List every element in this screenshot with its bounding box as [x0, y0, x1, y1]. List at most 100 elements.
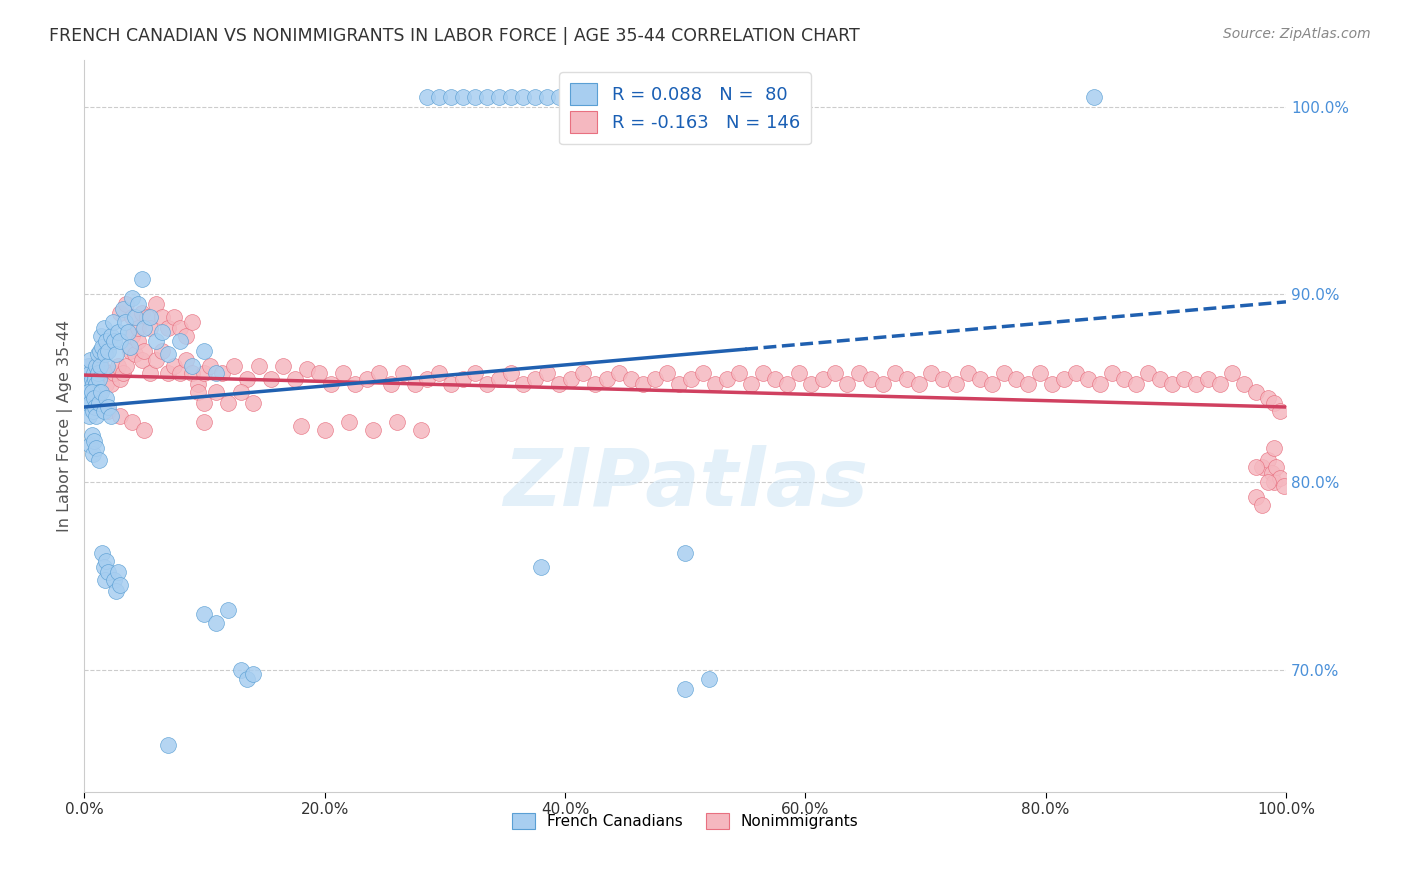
- Point: [93, 573, 115, 587]
- Point: [181, 316, 204, 330]
- Point: [169, 334, 191, 349]
- Point: [110, 409, 132, 424]
- Point: [176, 328, 198, 343]
- Point: [127, 296, 149, 310]
- Point: [872, 377, 894, 392]
- Point: [77, 384, 100, 399]
- Point: [134, 343, 156, 358]
- Point: [1268, 471, 1291, 485]
- Point: [103, 366, 125, 380]
- Point: [1257, 391, 1279, 405]
- Point: [1197, 372, 1219, 386]
- Y-axis label: In Labor Force | Age 35-44: In Labor Force | Age 35-44: [58, 319, 73, 532]
- Point: [145, 334, 167, 349]
- Point: [1257, 452, 1279, 467]
- Point: [728, 366, 751, 380]
- Point: [97, 400, 120, 414]
- Point: [152, 310, 174, 324]
- Point: [157, 321, 180, 335]
- Point: [343, 377, 366, 392]
- Point: [93, 347, 115, 361]
- Point: [908, 377, 931, 392]
- Point: [86, 347, 108, 361]
- Point: [716, 372, 738, 386]
- Point: [980, 377, 1002, 392]
- Point: [100, 328, 122, 343]
- Point: [837, 377, 859, 392]
- Point: [84, 400, 107, 414]
- Point: [77, 384, 100, 399]
- Point: [1040, 377, 1063, 392]
- Point: [704, 377, 727, 392]
- Point: [107, 325, 129, 339]
- Point: [1173, 372, 1195, 386]
- Point: [681, 372, 703, 386]
- Point: [523, 90, 546, 104]
- Point: [110, 372, 132, 386]
- Point: [499, 90, 522, 104]
- Point: [512, 90, 534, 104]
- Point: [499, 366, 522, 380]
- Point: [813, 372, 835, 386]
- Point: [945, 377, 967, 392]
- Point: [271, 359, 294, 373]
- Point: [367, 366, 389, 380]
- Point: [80, 372, 103, 386]
- Point: [1263, 475, 1285, 489]
- Point: [97, 366, 120, 380]
- Point: [87, 396, 110, 410]
- Point: [308, 366, 330, 380]
- Point: [290, 418, 312, 433]
- Point: [187, 384, 209, 399]
- Point: [1160, 377, 1182, 392]
- Point: [86, 366, 108, 380]
- Point: [169, 321, 191, 335]
- Point: [135, 310, 157, 324]
- Point: [451, 372, 474, 386]
- Point: [89, 343, 111, 358]
- Point: [193, 366, 215, 380]
- Point: [218, 396, 240, 410]
- Point: [523, 372, 546, 386]
- Point: [211, 366, 233, 380]
- Point: [157, 347, 180, 361]
- Point: [464, 90, 486, 104]
- Point: [139, 321, 162, 335]
- Point: [145, 296, 167, 310]
- Point: [83, 391, 105, 405]
- Point: [655, 366, 678, 380]
- Point: [583, 377, 606, 392]
- Point: [1233, 377, 1256, 392]
- Point: [1083, 90, 1105, 104]
- Point: [1251, 498, 1274, 512]
- Point: [193, 607, 215, 621]
- Point: [440, 377, 463, 392]
- Point: [131, 272, 153, 286]
- Point: [607, 366, 630, 380]
- Point: [94, 391, 117, 405]
- Point: [110, 578, 132, 592]
- Point: [93, 559, 115, 574]
- Point: [118, 340, 141, 354]
- Point: [247, 359, 270, 373]
- Point: [84, 442, 107, 456]
- Point: [385, 415, 408, 429]
- Point: [89, 359, 111, 373]
- Point: [110, 306, 132, 320]
- Point: [956, 366, 979, 380]
- Point: [114, 316, 136, 330]
- Point: [115, 359, 138, 373]
- Point: [242, 396, 264, 410]
- Point: [187, 377, 209, 392]
- Point: [84, 359, 107, 373]
- Point: [200, 359, 222, 373]
- Point: [94, 334, 117, 349]
- Point: [80, 384, 103, 399]
- Point: [90, 328, 112, 343]
- Point: [97, 343, 120, 358]
- Point: [319, 377, 342, 392]
- Point: [1263, 442, 1285, 456]
- Point: [1136, 366, 1159, 380]
- Point: [79, 353, 101, 368]
- Point: [152, 343, 174, 358]
